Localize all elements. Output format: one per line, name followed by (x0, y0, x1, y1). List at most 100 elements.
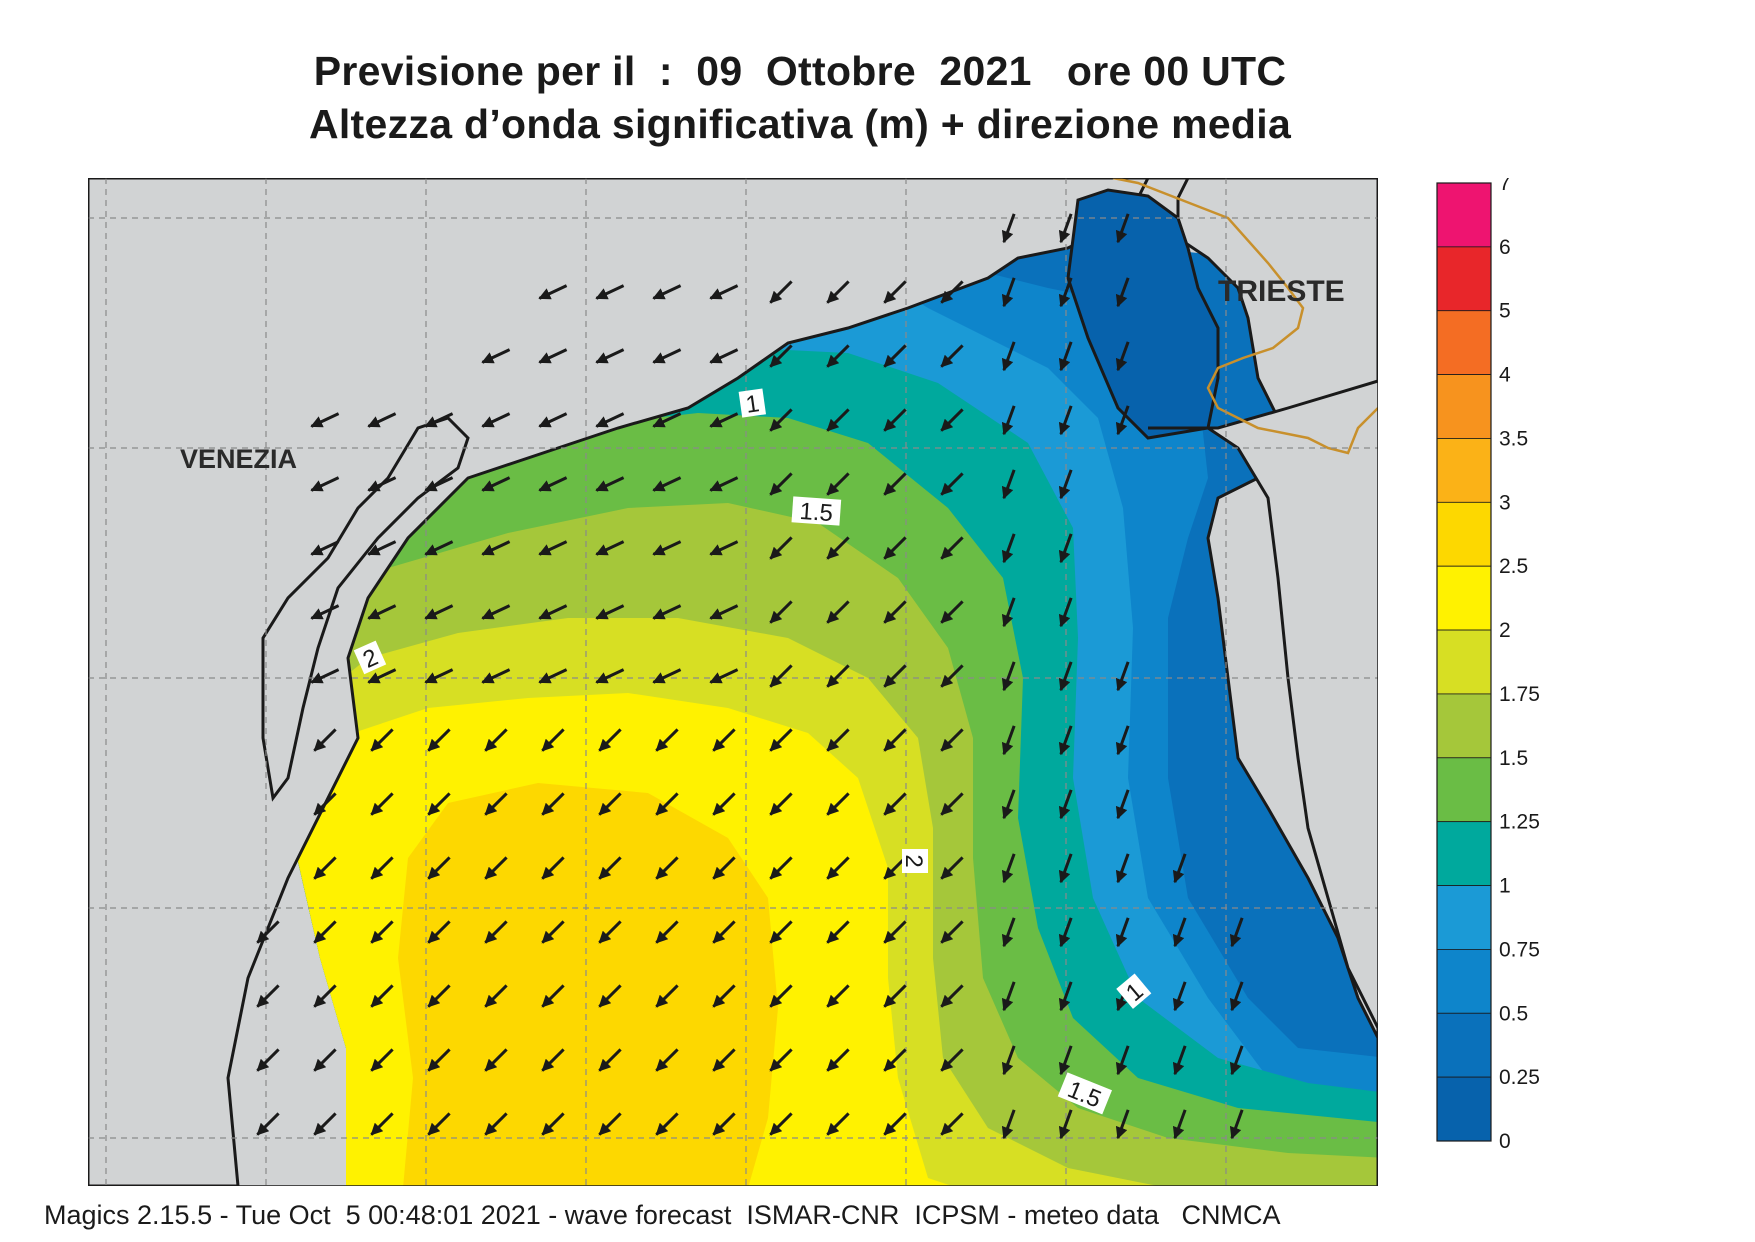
wave-direction-arrow (883, 472, 907, 496)
wave-direction-arrow (313, 856, 337, 880)
wave-direction-arrow (769, 920, 793, 944)
wave-direction-arrow (883, 984, 907, 1008)
legend-tick-label: 3.5 (1499, 427, 1528, 450)
wave-direction-arrow (1058, 853, 1073, 884)
wave-direction-arrow (538, 348, 568, 364)
wave-direction-arrow (481, 540, 511, 556)
wave-direction-arrow (1229, 1109, 1244, 1140)
wave-direction-arrow (883, 408, 907, 432)
wave-direction-arrow (769, 728, 793, 752)
wave-direction-arrow (367, 604, 397, 620)
wave-direction-arrow (310, 668, 340, 684)
wave-direction-arrow (370, 856, 394, 880)
wave-direction-arrow (427, 1048, 451, 1072)
wave-direction-arrow (598, 1112, 622, 1136)
wave-direction-arrow (940, 728, 964, 752)
wave-direction-arrow (769, 984, 793, 1008)
contour-label: 1.5 (791, 496, 842, 527)
wave-direction-arrow (1229, 1045, 1244, 1076)
wave-direction-arrow (541, 984, 565, 1008)
wave-direction-arrow (313, 1048, 337, 1072)
contour-label: 1 (738, 388, 766, 419)
wave-direction-arrow (769, 1048, 793, 1072)
wave-direction-arrow (541, 1112, 565, 1136)
wave-direction-arrow (769, 1112, 793, 1136)
wave-direction-arrow (652, 412, 682, 428)
wave-direction-arrow (541, 920, 565, 944)
legend-tick-label: 0.5 (1499, 1002, 1528, 1025)
wave-direction-arrow (826, 1048, 850, 1072)
place-label-trieste: TRIESTE (1218, 275, 1345, 308)
wave-direction-arrow (940, 344, 964, 368)
wave-direction-arrow (1001, 1045, 1016, 1076)
wave-direction-arrow (427, 792, 451, 816)
wave-direction-arrow (1115, 789, 1130, 820)
wave-direction-arrow (427, 984, 451, 1008)
svg-text:2: 2 (900, 854, 927, 867)
wave-direction-arrow (709, 476, 739, 492)
wave-direction-arrow (826, 856, 850, 880)
legend-tick-label: 1.5 (1499, 747, 1528, 770)
graticule (88, 178, 1378, 1186)
wave-direction-arrow (940, 792, 964, 816)
legend-color-box (1436, 1076, 1492, 1142)
legend-color-box (1436, 182, 1492, 248)
wave-direction-arrow (1172, 1045, 1187, 1076)
wave-direction-arrow (940, 536, 964, 560)
wave-direction-arrow (310, 412, 340, 428)
legend-tick-label: 7 (1499, 178, 1511, 195)
wave-direction-arrow (598, 792, 622, 816)
wave-direction-arrow (1058, 533, 1073, 564)
variable-title: Altezza d’onda significativa (m) + direz… (308, 101, 1292, 147)
wave-direction-arrow (1115, 853, 1130, 884)
wave-direction-arrow (367, 476, 397, 492)
legend-color-box (1436, 1012, 1492, 1078)
wave-direction-arrow (1172, 917, 1187, 948)
wave-direction-arrow (313, 984, 337, 1008)
wave-direction-arrow (1001, 853, 1016, 884)
wave-direction-arrow (940, 472, 964, 496)
wave-direction-arrow (541, 1048, 565, 1072)
wave-direction-arrow (652, 604, 682, 620)
wave-direction-arrow (1172, 1109, 1187, 1140)
wave-direction-arrow (538, 540, 568, 556)
wave-direction-arrow (1058, 277, 1073, 308)
wave-direction-arrow (940, 408, 964, 432)
wave-direction-arrow (1001, 405, 1016, 436)
wave-direction-arrow (1115, 341, 1130, 372)
wave-direction-arrow (940, 280, 964, 304)
wave-direction-arrow (1229, 917, 1244, 948)
wave-direction-arrow (313, 1112, 337, 1136)
wave-direction-arrow (826, 344, 850, 368)
wave-direction-arrow (652, 284, 682, 300)
wave-direction-arrow (1172, 853, 1187, 884)
wave-direction-arrow (940, 856, 964, 880)
wave-direction-arrow (310, 604, 340, 620)
legend-color-box (1436, 885, 1492, 950)
wave-direction-arrow (826, 600, 850, 624)
wave-direction-arrow (481, 604, 511, 620)
gulf-of-trieste (1066, 188, 1220, 440)
wave-direction-arrow (655, 920, 679, 944)
wave-direction-arrow (1172, 981, 1187, 1012)
wave-direction-arrow (712, 920, 736, 944)
wave-direction-arrow (883, 664, 907, 688)
legend-color-box (1436, 821, 1492, 886)
wave-direction-arrow (1115, 405, 1130, 436)
wave-direction-arrow (370, 792, 394, 816)
wave-direction-arrow (1058, 789, 1073, 820)
wave-direction-arrow (712, 728, 736, 752)
wave-direction-arrow (484, 1048, 508, 1072)
wave-direction-arrow (313, 792, 337, 816)
wave-direction-arrow (427, 728, 451, 752)
wave-height-map: VENEZIA TRIESTE 1 1.5 2 2 1 1.5 (88, 178, 1378, 1186)
wave-direction-arrow (541, 856, 565, 880)
wave-direction-arrow (655, 792, 679, 816)
wave-direction-arrow (826, 984, 850, 1008)
wave-direction-arrow (826, 728, 850, 752)
wave-direction-arrow (712, 1048, 736, 1072)
wave-direction-arrow (652, 540, 682, 556)
wave-direction-arrow (1058, 405, 1073, 436)
wave-direction-arrow (481, 668, 511, 684)
wave-direction-arrow (1115, 213, 1130, 244)
